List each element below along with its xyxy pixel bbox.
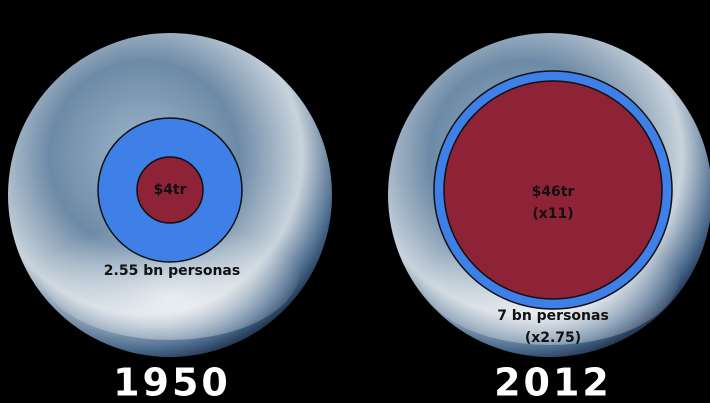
population-label: 2.55 bn personas <box>104 263 240 279</box>
gdp-label: $46tr <box>532 184 575 200</box>
gdp-label: $4tr <box>153 182 186 198</box>
year-label: 1950 <box>113 361 231 403</box>
clouds <box>40 200 300 340</box>
gdp-circle <box>443 80 663 300</box>
year-label: 2012 <box>494 361 612 403</box>
gdp-change-label: (x11) <box>532 206 573 222</box>
gdp-circle <box>136 156 204 224</box>
population-change-label: (x2.75) <box>525 330 581 346</box>
panel-2012: $46tr (x11) 7 bn personas (x2.75) 2012 <box>388 33 710 403</box>
panel-1950: $4tr 2.55 bn personas 1950 <box>8 33 332 403</box>
population-label: 7 bn personas <box>497 308 609 324</box>
